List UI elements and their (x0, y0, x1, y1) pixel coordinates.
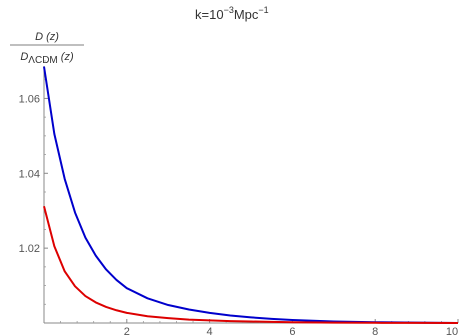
ylabel-denominator-prefix: D (20, 51, 28, 63)
chart-title: k=10−3Mpc−1 (195, 5, 269, 22)
x-tick-label: 10 (446, 326, 458, 335)
x-tick-label: 2 (124, 326, 130, 335)
y-axis-label-denominator: DΛCDM (z) (20, 51, 74, 66)
x-tick-label: 6 (289, 326, 295, 335)
x-tick-label: 4 (207, 326, 213, 335)
ylabel-denominator-sub: ΛCDM (28, 55, 57, 66)
series-line-blue (43, 66, 459, 324)
title-exponent: −3 (224, 5, 234, 15)
y-tick-label: 1.06 (19, 93, 40, 105)
y-axis-ticks: 1.02 1.04 1.06 (19, 60, 48, 305)
x-tick-label: 8 (372, 326, 378, 335)
title-unit: Mpc (234, 7, 259, 22)
title-unit-exponent: −1 (258, 5, 268, 15)
y-tick-label: 1.04 (19, 168, 40, 180)
y-axis-label-numerator: D (z) (35, 31, 59, 43)
ylabel-denominator-suffix: (z) (58, 51, 74, 63)
y-tick-label: 1.02 (19, 243, 40, 255)
series-line-red (43, 205, 459, 324)
title-prefix: k=10 (195, 7, 224, 22)
series-layer (43, 66, 459, 324)
y-axis-label: D (z) DΛCDM (z) (10, 31, 84, 66)
